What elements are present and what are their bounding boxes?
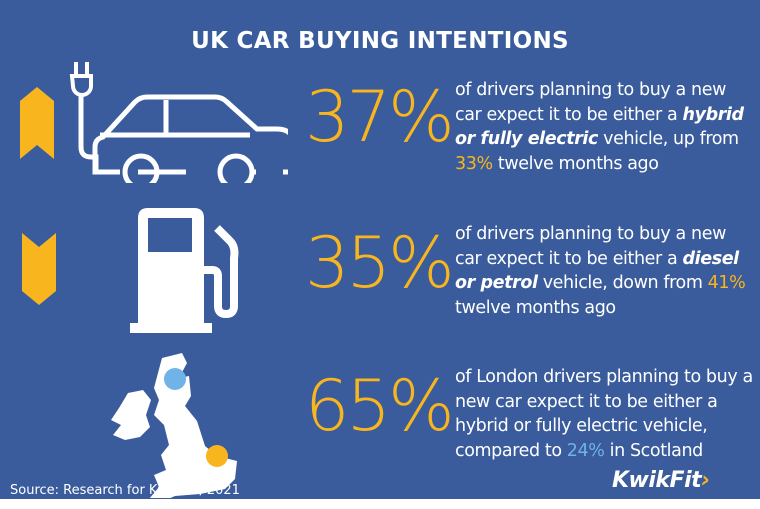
fuel-description: of drivers planning to buy a new car exp… (455, 222, 755, 320)
text: twelve months ago (455, 297, 616, 318)
logo-chevron: › (701, 468, 710, 493)
text: of London drivers planning to buy a new … (455, 367, 753, 461)
electric-car-icon (69, 62, 288, 183)
source-note: Source: Research for Kwik Fit, 2021 (10, 483, 240, 498)
uk-map-icon (111, 353, 237, 498)
page-title: UK CAR BUYING INTENTIONS (191, 28, 569, 54)
text: in Scotland (604, 440, 704, 461)
highlight-value: 24% (566, 440, 605, 461)
text: of drivers planning to buy a new car exp… (455, 80, 727, 125)
text: twelve months ago (492, 153, 659, 174)
london-percentage: 65% (305, 365, 455, 447)
fuel-percentage: 35% (305, 222, 455, 304)
highlight-value: 33% (455, 153, 493, 174)
text: of drivers planning to buy a new car exp… (455, 224, 727, 269)
text: vehicle, down from (537, 273, 708, 293)
up-arrow-icon (20, 87, 54, 159)
text: vehicle, up from (598, 129, 739, 149)
emphasis: hybrid or fully electric (455, 104, 744, 150)
fuel-pump-icon (130, 208, 239, 333)
ev-description: of drivers planning to buy a new car exp… (455, 78, 755, 176)
emphasis: diesel or petrol (455, 248, 739, 294)
down-arrow-icon (22, 233, 56, 305)
ev-percentage: 37% (305, 76, 455, 158)
kwikfit-logo: KwikFit› (612, 468, 710, 493)
logo-text: KwikFit (612, 468, 702, 493)
london-description: of London drivers planning to buy a new … (455, 365, 755, 463)
highlight-value: 41% (707, 273, 746, 293)
